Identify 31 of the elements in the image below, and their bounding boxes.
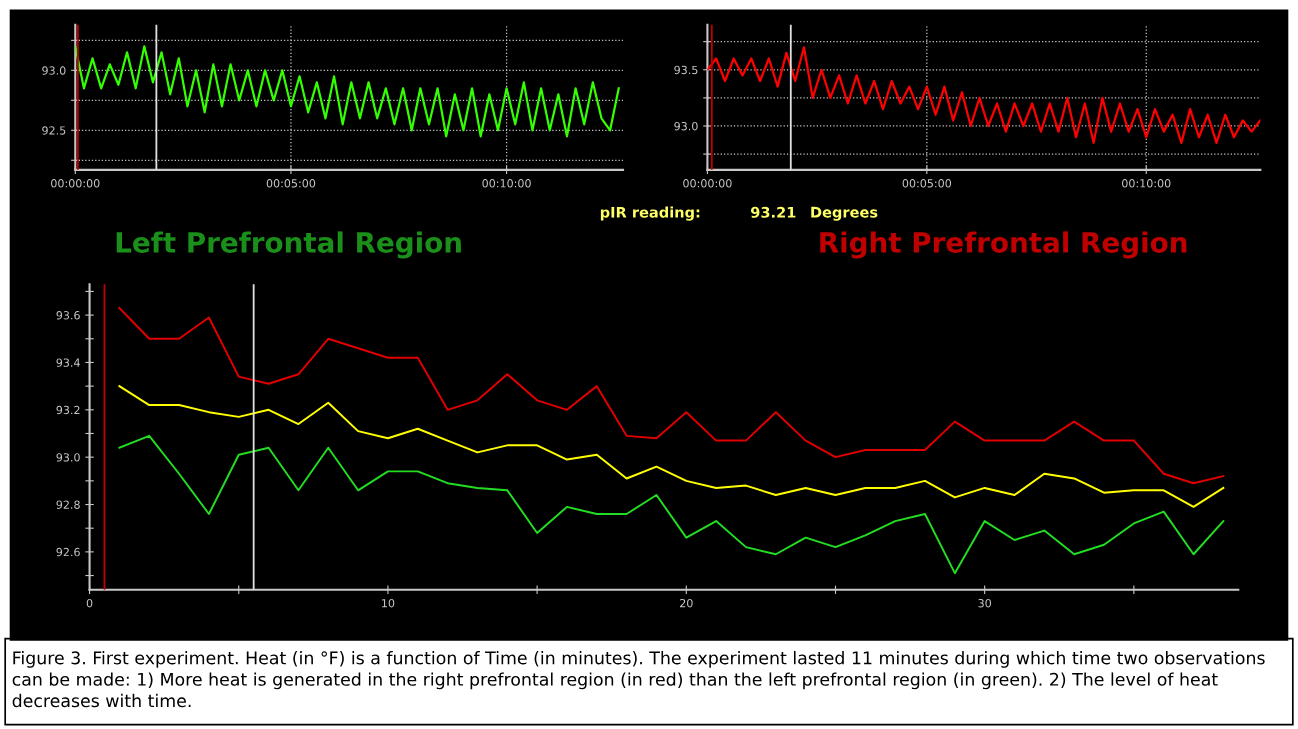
y-tick-label: 93.0 <box>674 121 698 131</box>
y-tick-label: 93.5 <box>674 65 698 75</box>
x-tick-label: 30 <box>978 598 992 608</box>
y-tick-label: 93.0 <box>56 453 80 462</box>
line-series <box>118 434 1225 575</box>
y-tick-label: 93.2 <box>56 405 80 415</box>
x-tick-label: 0 <box>86 598 93 608</box>
line-series <box>118 307 1225 485</box>
y-tick-label: 93.4 <box>56 358 80 367</box>
text: Degrees <box>811 206 878 221</box>
y-tick-label: 93.6 <box>56 311 80 320</box>
line-series <box>707 46 1261 144</box>
x-tick-label: 10 <box>382 598 395 608</box>
x-tick-label: 00:05:00 <box>902 179 952 188</box>
line-series <box>118 385 1225 508</box>
text: pIR reading: <box>600 206 700 221</box>
caption: Figure 3. First experiment. Heat (in °F) is a function of Time (in minutes). The experiment lasted 11 minutes during which time two observations can be made: 1) More heat is generated in the right prefrontal region (in red) than the left prefrontal region (in green). 2) The level of heat decreases with time. <box>12 651 1265 708</box>
y-tick-label: 92.5 <box>42 126 66 135</box>
x-tick-label: 20 <box>680 598 693 608</box>
x-tick-label: 00:00:00 <box>51 179 100 188</box>
x-tick-label: 00:10:00 <box>482 179 531 188</box>
x-tick-label: 00:05:00 <box>266 179 316 188</box>
x-tick-label: 00:00:00 <box>683 179 732 188</box>
text: Left Prefrontal Region <box>116 231 461 259</box>
text: 93.21 <box>751 206 796 218</box>
x-tick-label: 00:10:00 <box>1122 179 1171 188</box>
line-series <box>75 45 620 138</box>
y-tick-label: 92.6 <box>56 547 80 557</box>
y-tick-label: 92.8 <box>56 500 80 509</box>
y-tick-label: 93.0 <box>42 66 66 75</box>
text: Right Prefrontal Region <box>820 231 1187 259</box>
